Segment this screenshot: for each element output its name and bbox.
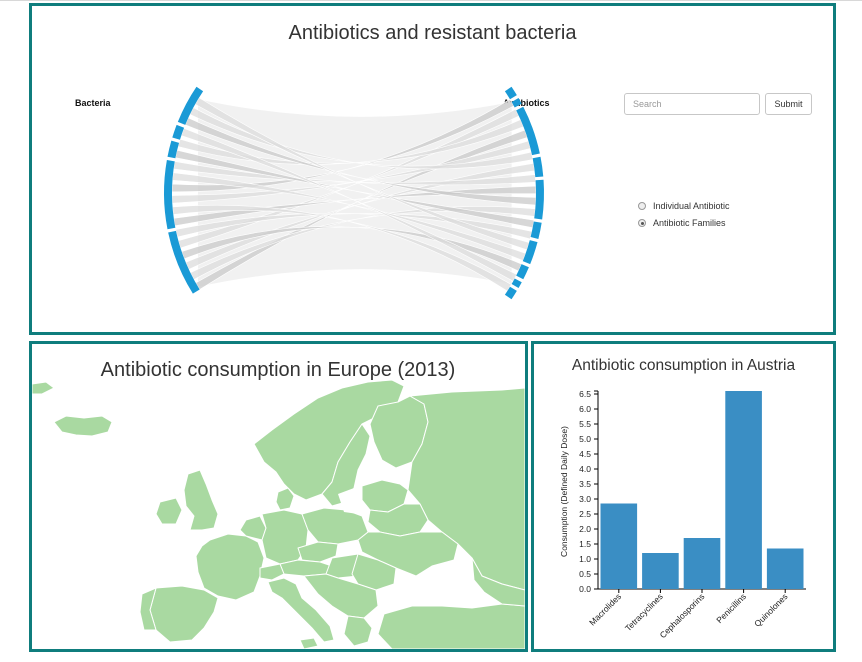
antibiotics-label: Antibiotics	[503, 98, 550, 108]
country-spain	[149, 585, 219, 643]
bar-macrolides[interactable]	[600, 503, 638, 590]
y-tick-label: 2.0	[579, 524, 591, 534]
y-tick-label: 1.0	[579, 554, 591, 564]
bar-penicillins[interactable]	[725, 391, 762, 589]
radio-circle-icon[interactable]	[638, 202, 646, 210]
window-top-border	[0, 0, 862, 1]
chord-arc-segment[interactable]	[516, 106, 540, 156]
austria-bar-chart-panel: Antibiotic consumption in Austria 0.0 0.5…	[531, 341, 836, 652]
chord-arc-segment[interactable]	[522, 240, 538, 265]
bar-tetracyclines[interactable]	[642, 553, 679, 589]
country-france	[195, 533, 265, 601]
y-tick-label: 1.5	[579, 539, 591, 549]
country-balkans	[303, 573, 379, 619]
bar-chart: 0.0 0.5 1.0 1.5 2.0 2.5 3.0 3.5 4.0 4.5 5.0 5.5 6.0 6…	[559, 389, 806, 640]
country-romania	[351, 553, 397, 591]
chord-arc-segment[interactable]	[534, 179, 544, 220]
map-panel-title: Antibiotic consumption in Europe (2013)	[101, 359, 456, 381]
chord-arc-segment[interactable]	[530, 221, 542, 239]
country-iceland	[53, 415, 113, 437]
y-tick-label: 2.5	[579, 509, 591, 519]
bar-chart-bars	[600, 391, 804, 590]
black-sea	[404, 574, 466, 606]
chord-ribbon	[185, 162, 535, 270]
country-sicily	[299, 637, 319, 649]
europe-map-panel: Antibiotic consumption in Europe (2013)	[29, 341, 528, 652]
chord-ribbons	[171, 97, 537, 292]
y-tick-label: 0.5	[579, 569, 591, 579]
radio-selected-icon[interactable]	[638, 219, 646, 227]
submit-button[interactable]: Submit	[765, 93, 812, 115]
chord-arc-segment[interactable]	[511, 278, 522, 288]
chord-arc-segment[interactable]	[163, 160, 176, 230]
chord-arc-segment[interactable]	[168, 230, 200, 294]
country-greece	[343, 615, 373, 647]
country-sweden	[321, 423, 371, 507]
chord-ribbon	[189, 107, 534, 170]
y-tick-label: 6.5	[579, 389, 591, 399]
chord-ribbon	[172, 204, 512, 292]
country-ukraine	[357, 531, 459, 577]
y-tick-label: 0.0	[579, 584, 591, 594]
y-tick-label: 4.5	[579, 449, 591, 459]
chord-arc-segment[interactable]	[511, 98, 522, 108]
x-tick-label: Cephalosporins	[658, 591, 707, 640]
bar-chart-title: Antibiotic consumption in Austria	[571, 357, 796, 374]
chord-panel-title: Antibiotics and resistant bacteria	[288, 22, 577, 44]
radio-individual-antibiotic[interactable]: Individual Antibiotic	[638, 201, 730, 211]
chord-arcs	[163, 86, 544, 300]
country-caucasus	[471, 557, 525, 607]
country-austria	[279, 559, 333, 577]
chord-diagram-panel: Antibiotics and resistant bacteria Bacte…	[29, 3, 836, 335]
chord-arc-segment[interactable]	[167, 140, 180, 159]
chord-arc-segment[interactable]	[177, 86, 204, 125]
radio-label: Individual Antibiotic	[653, 201, 730, 211]
y-tick-label: 3.5	[579, 479, 591, 489]
y-axis-label: Consumption (Defined Daily Dose)	[559, 426, 569, 557]
chord-arc-segment[interactable]	[504, 86, 517, 100]
x-tick-label: Penicillins	[714, 591, 748, 625]
country-svalbard	[32, 381, 55, 395]
radio-label: Antibiotic Families	[653, 218, 726, 228]
country-portugal	[139, 587, 157, 631]
y-tick-label: 5.0	[579, 434, 591, 444]
country-poland	[301, 507, 369, 545]
x-tick-label: Quinolones	[752, 591, 789, 628]
radio-antibiotic-families[interactable]: Antibiotic Families	[638, 218, 726, 228]
search-input[interactable]	[624, 93, 760, 115]
baltic-sea	[338, 488, 362, 514]
country-ireland	[155, 497, 183, 525]
country-belarus	[367, 503, 429, 537]
y-tick-label: 3.0	[579, 494, 591, 504]
chord-arc-segment[interactable]	[172, 124, 185, 140]
bar-quinolones[interactable]	[766, 548, 804, 590]
y-tick-label: 4.0	[579, 464, 591, 474]
bar-chart-axes: 0.0 0.5 1.0 1.5 2.0 2.5 3.0 3.5 4.0 4.5 5.0 5.5 6.0 6…	[559, 389, 806, 640]
europe-map[interactable]: Antibiotic consumption in Europe (2013)	[32, 344, 525, 649]
country-switzerland	[259, 563, 285, 581]
country-turkey	[377, 603, 525, 649]
x-tick-label: Tetracyclines	[623, 591, 665, 633]
chord-arc-segment[interactable]	[516, 264, 529, 280]
y-tick-label: 6.0	[579, 404, 591, 414]
country-uk	[183, 469, 219, 531]
bar-cephalosporins[interactable]	[683, 538, 721, 589]
x-tick-label: Macrolides	[587, 591, 623, 627]
y-tick-label: 5.5	[579, 419, 591, 429]
country-denmark	[275, 487, 295, 511]
chord-arc-segment[interactable]	[504, 286, 517, 300]
chord-ribbon	[172, 172, 527, 261]
chord-diagram	[163, 86, 544, 300]
chord-arc-segment[interactable]	[532, 156, 544, 178]
bacteria-label: Bacteria	[75, 98, 111, 108]
country-italy	[267, 577, 335, 643]
